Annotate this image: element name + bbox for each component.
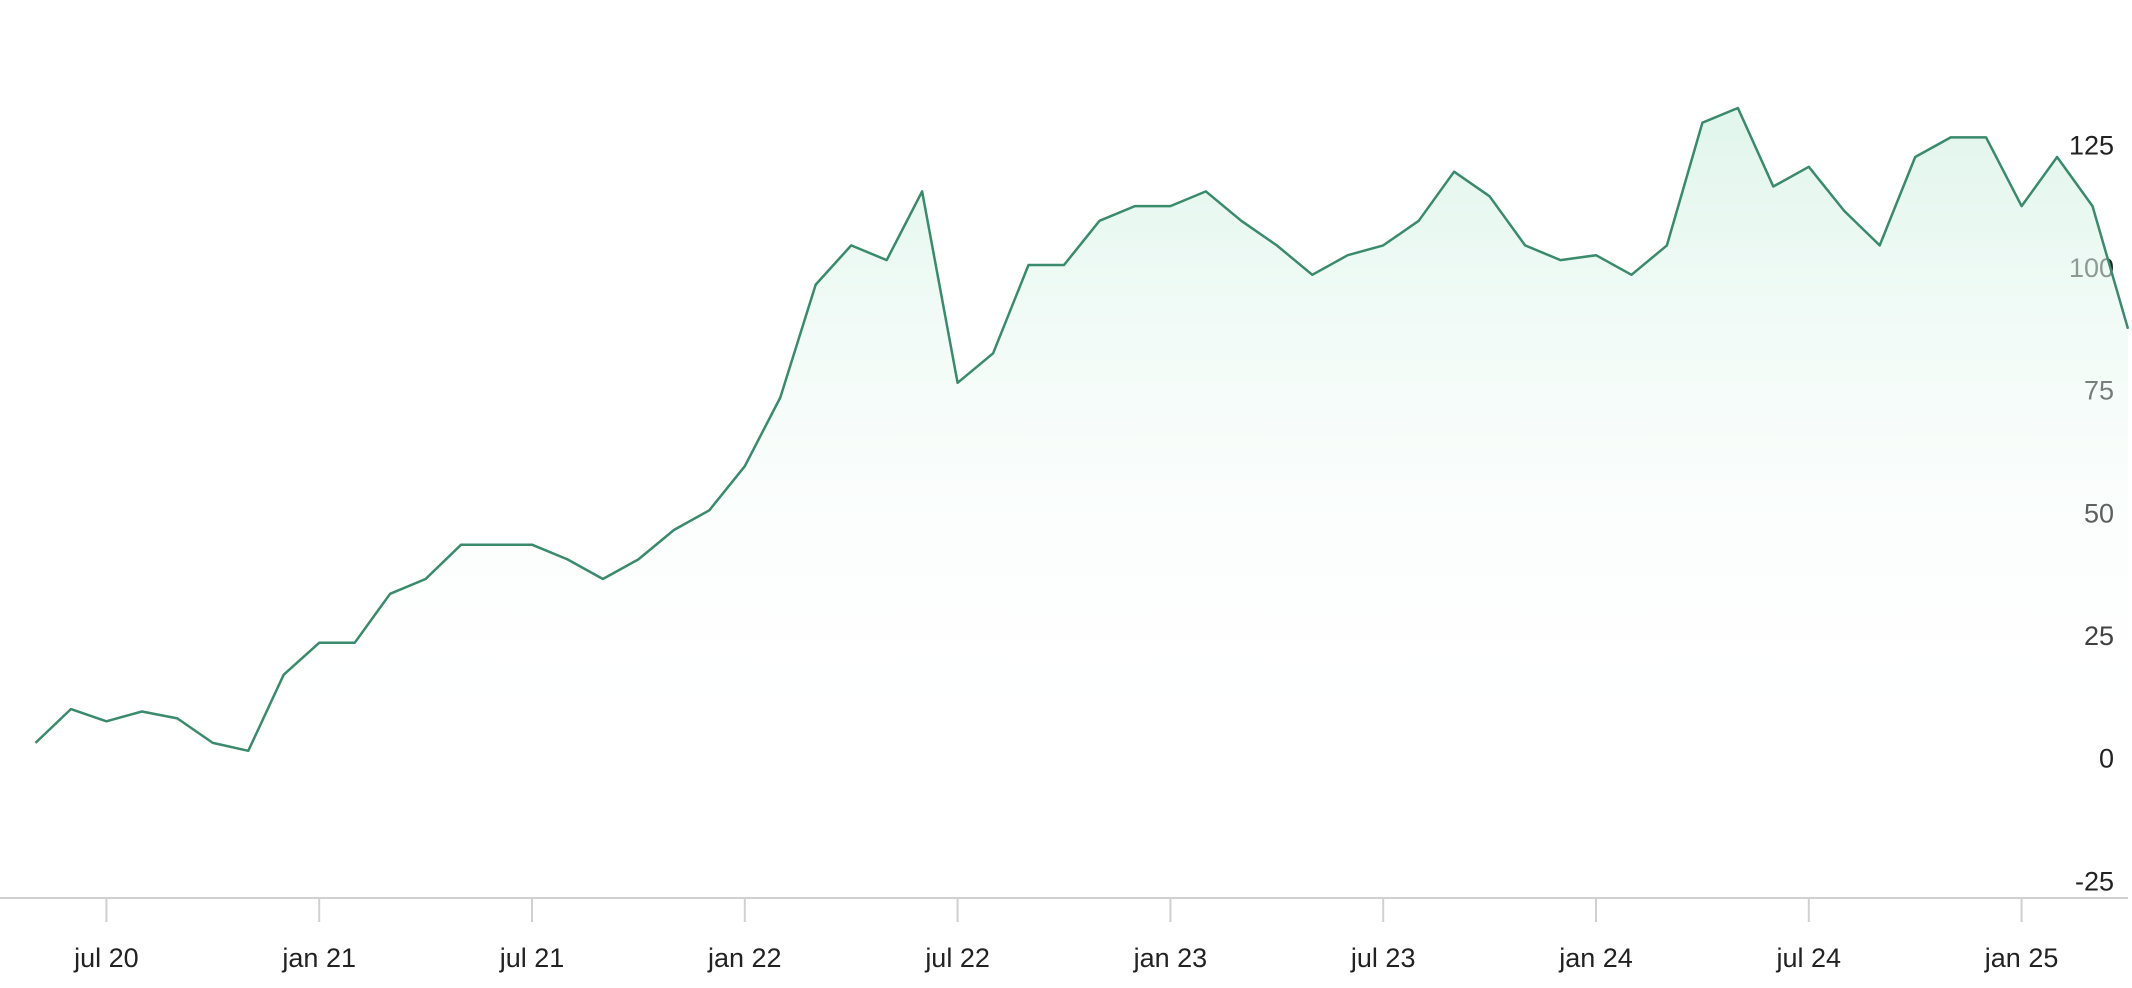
x-tick-label: jul 20 <box>73 943 139 973</box>
area-fill <box>35 108 2129 761</box>
x-tick-label: jan 21 <box>281 943 356 973</box>
x-tick-label: jul 23 <box>1350 943 1416 973</box>
x-tick-label: jan 24 <box>1558 943 1633 973</box>
y-tick-label: 125 <box>2069 130 2114 160</box>
x-tick-label: jan 23 <box>1133 943 1208 973</box>
x-tick-label: jan 22 <box>707 943 782 973</box>
y-tick-label: -25 <box>2075 866 2114 896</box>
x-tick-label: jul 22 <box>924 943 990 973</box>
x-tick-label: jul 24 <box>1776 943 1842 973</box>
line <box>34 106 2130 753</box>
x-tick-label: jul 21 <box>499 943 565 973</box>
x-tick-label: jan 25 <box>1984 943 2059 973</box>
